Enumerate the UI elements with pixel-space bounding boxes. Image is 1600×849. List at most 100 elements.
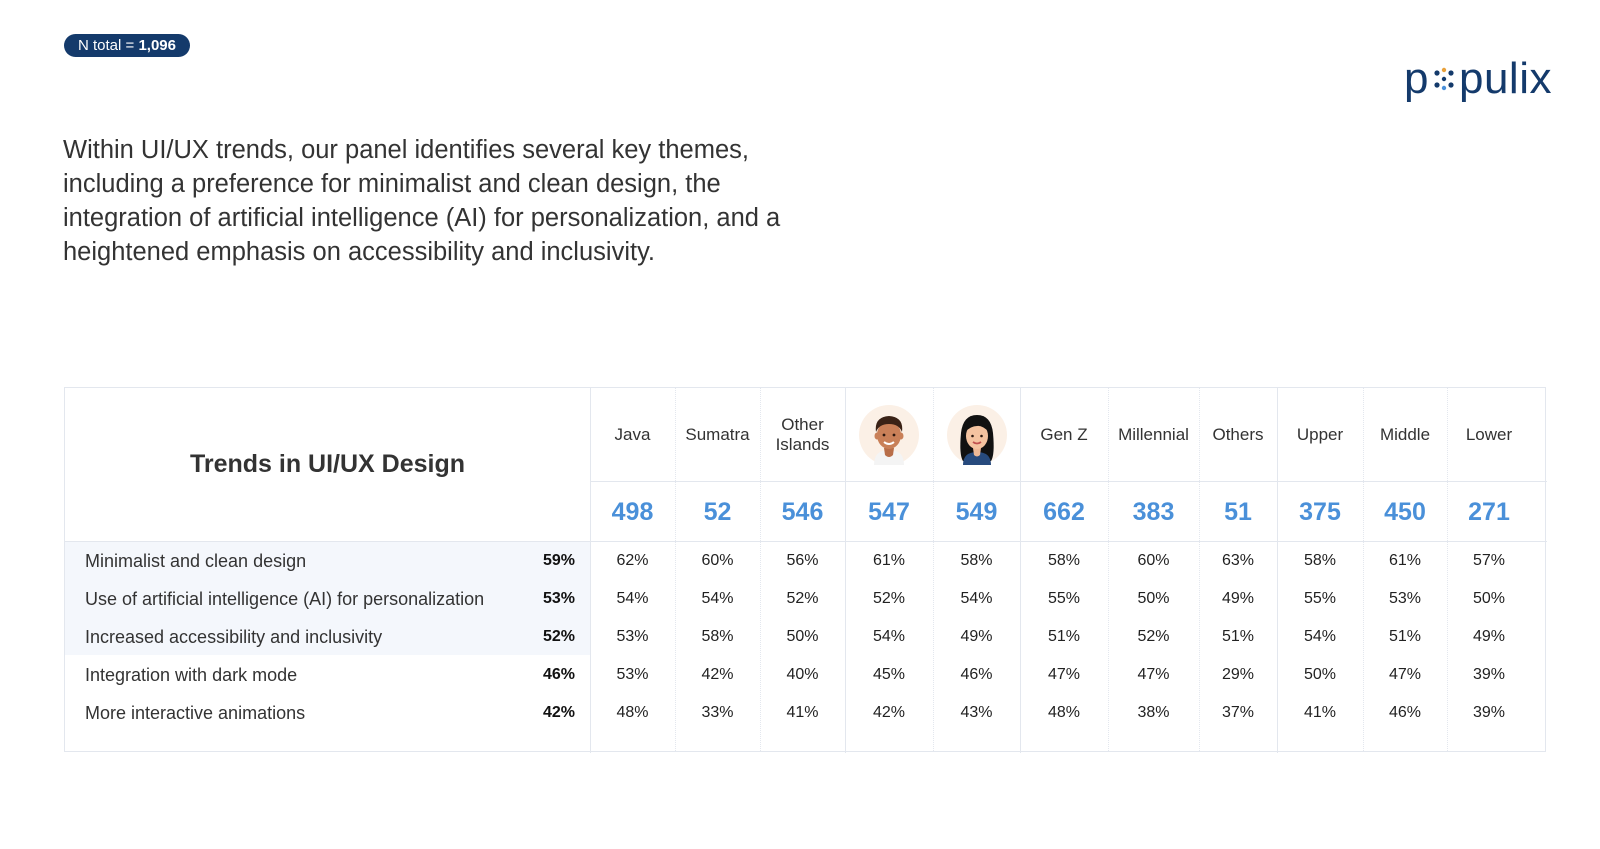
- row-label: Use of artificial intelligence (AI) for …: [85, 588, 485, 609]
- header-divider: [590, 481, 1547, 482]
- logo-dots-icon: [1434, 67, 1454, 91]
- table-cell: 63%: [1221, 552, 1255, 569]
- table-cell: 51%: [1388, 628, 1422, 645]
- row-total: 42%: [542, 704, 575, 721]
- group-divider: [845, 388, 846, 753]
- table-cell: 50%: [1303, 666, 1337, 683]
- column-sample-size: 271: [1468, 497, 1510, 526]
- table-cell: 54%: [1303, 628, 1337, 645]
- table-cell: 54%: [960, 590, 993, 607]
- row-label: More interactive animations: [85, 702, 306, 723]
- column-divider: [1199, 388, 1200, 751]
- column-header: Sumatra: [685, 425, 750, 444]
- table-cell: 38%: [1137, 704, 1170, 721]
- table-cell: 53%: [1388, 590, 1422, 607]
- group-divider: [1020, 388, 1021, 753]
- table-cell: 45%: [872, 666, 906, 683]
- table-cell: 58%: [1303, 552, 1337, 569]
- table-cell: 55%: [1303, 590, 1337, 607]
- table-cell: 50%: [1472, 590, 1506, 607]
- row-total: 59%: [542, 552, 575, 569]
- row-total: 53%: [542, 590, 575, 607]
- column-sample-size: 549: [955, 497, 998, 526]
- table-cell: 42%: [872, 704, 906, 721]
- table-cell: 53%: [616, 628, 649, 645]
- table-cell: 51%: [1221, 628, 1255, 645]
- column-sample-size: 52: [703, 497, 732, 526]
- table-cell: 49%: [1472, 628, 1506, 645]
- sample-size-value: 1,096: [138, 37, 176, 54]
- table-cell: 52%: [1137, 628, 1170, 645]
- table-cell: 50%: [786, 628, 819, 645]
- column-sample-size: 547: [868, 497, 910, 526]
- female-avatar-icon: [946, 405, 1007, 465]
- table-cell: 62%: [616, 552, 649, 569]
- table-cell: 54%: [701, 590, 734, 607]
- column-divider: [933, 388, 934, 751]
- populix-logo: p pulix: [1404, 54, 1566, 104]
- row-label: Integration with dark mode: [85, 664, 298, 685]
- column-header: Gen Z: [1040, 425, 1088, 444]
- table-cell: 43%: [960, 704, 993, 721]
- table-cell: 47%: [1388, 666, 1422, 683]
- column-divider: [1108, 388, 1109, 751]
- table-cell: 58%: [701, 628, 734, 645]
- table-cell: 47%: [1047, 666, 1081, 683]
- table-cell: 60%: [701, 552, 734, 569]
- table-cell: 49%: [960, 628, 993, 645]
- intro-paragraph: Within UI/UX trends, our panel identifie…: [63, 136, 781, 266]
- table-cell: 48%: [1047, 704, 1081, 721]
- column-divider: [675, 388, 676, 751]
- body-divider: [65, 541, 1547, 542]
- table-cell: 49%: [1221, 590, 1255, 607]
- male-avatar-icon: [859, 405, 919, 465]
- table-cell: 33%: [701, 704, 734, 721]
- column-sample-size: 51: [1224, 497, 1252, 526]
- column-sample-size: 662: [1043, 497, 1085, 526]
- column-sample-size: 546: [781, 497, 824, 526]
- table-cell: 57%: [1472, 552, 1506, 569]
- sample-size-badge: N total = 1,096: [64, 34, 190, 57]
- row-label: Minimalist and clean design: [85, 550, 307, 571]
- table-cell: 48%: [616, 704, 649, 721]
- column-divider: [760, 388, 761, 751]
- column-header: [933, 388, 1020, 482]
- table-cell: 60%: [1137, 552, 1170, 569]
- column-divider: [1447, 388, 1448, 751]
- table-cell: 56%: [786, 552, 819, 569]
- table-cell: 47%: [1137, 666, 1170, 683]
- sample-size-prefix: N total =: [78, 37, 139, 54]
- table-cell: 51%: [1047, 628, 1081, 645]
- column-divider: [1363, 388, 1364, 751]
- table-cell: 37%: [1221, 704, 1255, 721]
- table-cell: 61%: [1388, 552, 1422, 569]
- column-header: Lower: [1465, 425, 1513, 444]
- table-cell: 39%: [1472, 704, 1506, 721]
- table-cell: 40%: [786, 666, 819, 683]
- table-cell: 29%: [1221, 666, 1255, 683]
- table-cell: 53%: [616, 666, 649, 683]
- table-cell: 54%: [616, 590, 649, 607]
- highlighted-rows-band: [65, 542, 590, 655]
- column-sample-size: 450: [1384, 497, 1426, 526]
- column-header: Upper: [1296, 425, 1344, 444]
- row-total: 52%: [542, 628, 575, 645]
- column-header: Other Islands: [775, 415, 830, 454]
- table-cell: 58%: [960, 552, 993, 569]
- logo-text-left: p: [1404, 54, 1429, 103]
- table-cell: 39%: [1472, 666, 1506, 683]
- table-cell: 42%: [701, 666, 734, 683]
- table-title: Trends in UI/UX Design: [189, 450, 466, 478]
- table-cell: 58%: [1047, 552, 1081, 569]
- row-label: Increased accessibility and inclusivity: [85, 626, 383, 647]
- table-cell: 61%: [872, 552, 906, 569]
- table-cell: 46%: [960, 666, 993, 683]
- logo-text-right: pulix: [1458, 54, 1552, 103]
- group-divider: [590, 388, 591, 753]
- column-header: Java: [614, 425, 651, 444]
- column-sample-size: 375: [1299, 497, 1341, 526]
- table-cell: 54%: [872, 628, 906, 645]
- table-cell: 52%: [786, 590, 819, 607]
- table-cell: 52%: [872, 590, 906, 607]
- trends-table: Trends in UI/UX Design Java 498 Sumatra 52 O…: [64, 387, 1547, 753]
